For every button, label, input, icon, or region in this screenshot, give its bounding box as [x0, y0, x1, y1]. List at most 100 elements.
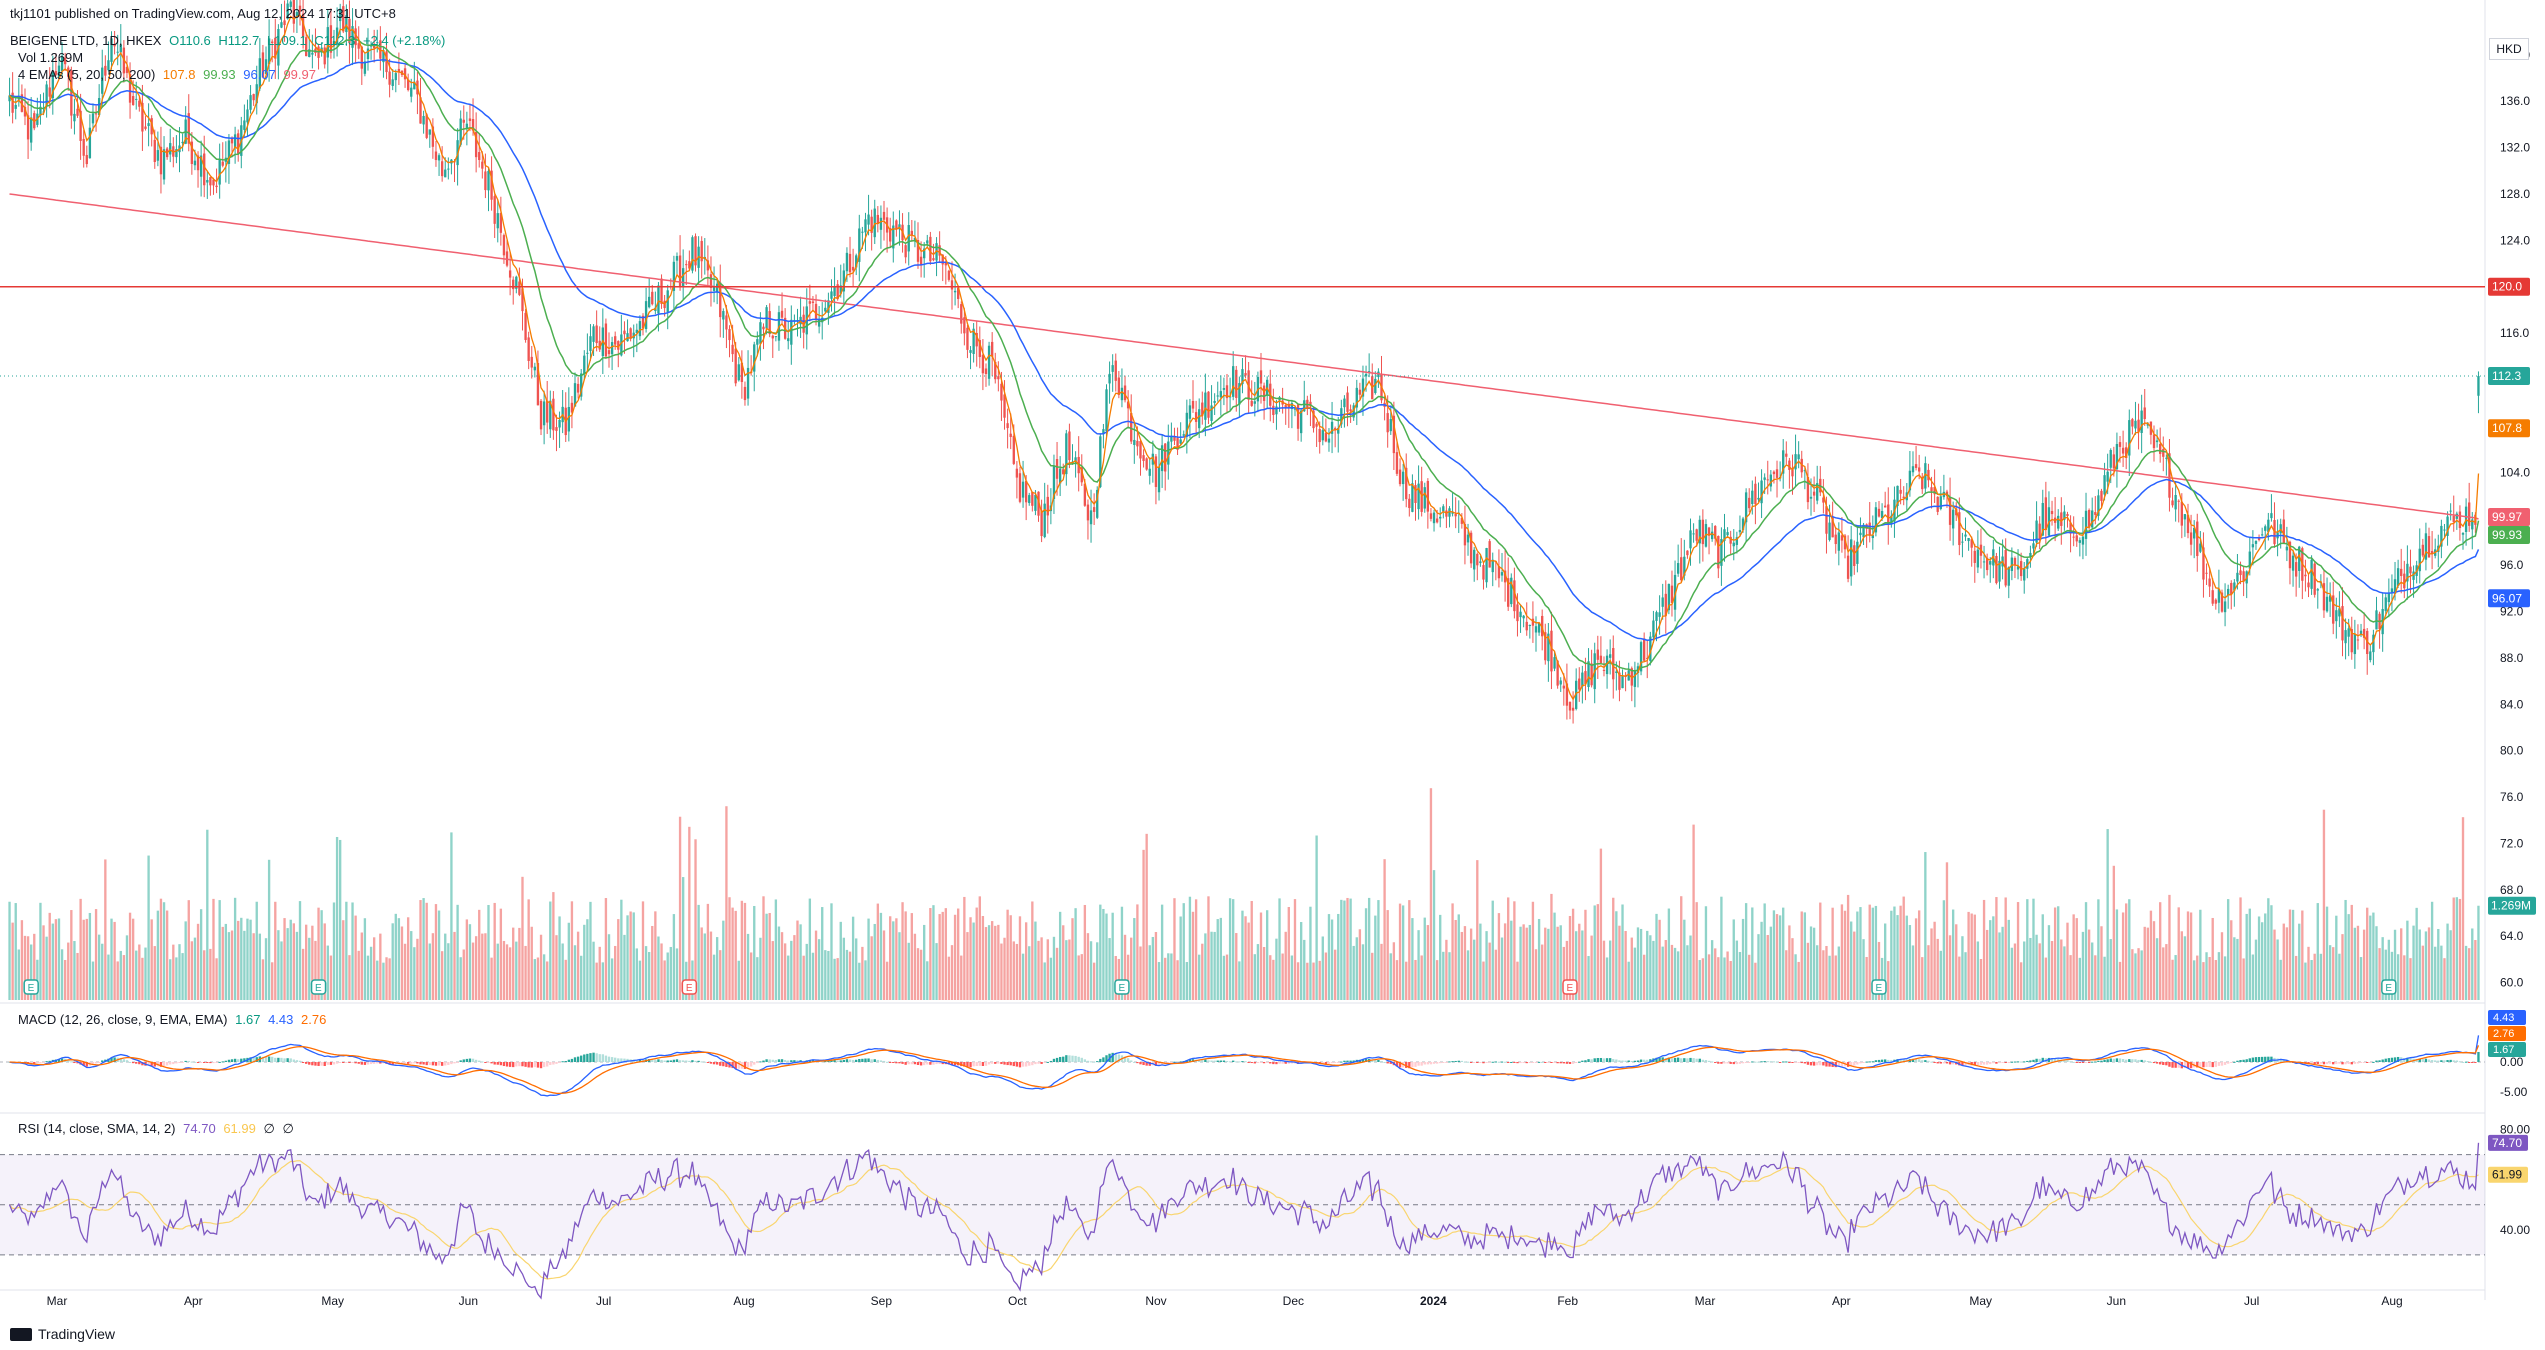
candle-body: [1646, 657, 1649, 659]
macd-histogram-bar: [1778, 1062, 1782, 1063]
volume-bar: [567, 922, 571, 1000]
volume-bar: [1757, 934, 1760, 1000]
volume-bar: [746, 933, 750, 1000]
volume-bar: [478, 909, 481, 1000]
volume-bar: [2199, 909, 2202, 1000]
volume-bar: [1160, 904, 1164, 1000]
macd-histogram-bar: [1850, 1062, 1853, 1066]
candle-body: [2409, 566, 2412, 574]
volume-bar: [2047, 925, 2051, 1000]
candle-body: [1627, 670, 1630, 681]
candle-body: [1571, 707, 1575, 711]
macd-histogram-bar: [2084, 1062, 2088, 1063]
macd-histogram-bar: [842, 1059, 846, 1062]
macd-histogram-bar: [1463, 1061, 1467, 1063]
macd-histogram-bar: [2155, 1062, 2159, 1064]
price-tick-label: 124.0: [2500, 233, 2530, 247]
candle-body: [1584, 671, 1587, 685]
macd-histogram-bar: [60, 1058, 64, 1062]
macd-histogram-bar: [765, 1059, 768, 1062]
macd-histogram-bar: [2236, 1060, 2239, 1062]
macd-histogram-bar: [1837, 1062, 1840, 1067]
volume-bar: [468, 924, 472, 1000]
macd-histogram-bar: [1117, 1054, 1121, 1062]
macd-histogram-bar: [1822, 1062, 1825, 1066]
macd-histogram-bar: [1748, 1062, 1751, 1063]
macd-histogram-bar: [2415, 1058, 2418, 1062]
candle-body: [14, 104, 17, 109]
macd-histogram-bar: [1034, 1062, 1037, 1065]
candle-body: [48, 87, 51, 97]
macd-histogram-bar: [1507, 1062, 1510, 1063]
candle-body: [289, 1, 292, 7]
candle-body: [394, 73, 397, 81]
macd-histogram-bar: [709, 1062, 713, 1064]
volume-bar: [2091, 942, 2094, 1000]
volume-bar: [230, 930, 234, 1000]
candle-body: [1222, 388, 1226, 390]
volume-bar: [1831, 907, 1834, 1000]
volume-bar: [2038, 943, 2041, 1000]
volume-bar: [756, 957, 759, 1000]
candle-body: [2254, 540, 2258, 544]
macd-histogram-bar: [1139, 1062, 1142, 1065]
rsi-value-label-bg: [2488, 1134, 2528, 1151]
candle-body: [351, 26, 354, 48]
volume-bar: [1191, 911, 1195, 1000]
volume-bar: [1908, 925, 1912, 1000]
volume-bar: [950, 945, 954, 1000]
candle-body: [1374, 378, 1377, 394]
candle-body: [1154, 456, 1158, 487]
volume-bar: [1809, 926, 1813, 1000]
volume-bar: [314, 940, 317, 1000]
currency-button[interactable]: HKD: [2489, 38, 2529, 60]
candle-body: [1411, 483, 1414, 512]
macd-histogram-bar: [1856, 1062, 1859, 1065]
volume-bar: [391, 923, 394, 1000]
candle-body: [1358, 389, 1362, 395]
candle-body: [490, 170, 493, 200]
macd-histogram-bar: [2316, 1062, 2319, 1065]
volume-bar: [2273, 929, 2276, 1000]
time-tick-label: Jun: [459, 1294, 478, 1308]
candle-body: [907, 225, 910, 252]
volume-bar: [1244, 916, 1247, 1000]
macd-histogram-bar: [1816, 1062, 1819, 1066]
candle-body: [2291, 555, 2295, 571]
volume-bar: [1253, 954, 1256, 1000]
candle-body: [1389, 419, 1392, 432]
volume-bar: [42, 925, 45, 1000]
volume-bar: [960, 955, 963, 1000]
candle-body: [2242, 571, 2245, 582]
macd-histogram-bar: [1055, 1057, 1059, 1062]
candle-body: [768, 311, 771, 335]
volume-bar: [978, 896, 981, 1000]
candle-body: [1655, 612, 1658, 621]
volume-bar: [1429, 788, 1433, 1000]
volume-bar: [2041, 914, 2044, 1000]
ema50-value: 96.07: [243, 67, 276, 82]
macd-histogram-bar: [592, 1052, 595, 1062]
rsi-tick-label: 80.00: [2500, 1123, 2530, 1137]
candle-body: [1754, 483, 1757, 505]
candle-body: [1417, 483, 1420, 510]
candle-body: [1874, 507, 1878, 533]
macd-histogram-bar: [1646, 1059, 1649, 1062]
time-tick-label: Jul: [2244, 1294, 2259, 1308]
macd-histogram-bar: [1383, 1061, 1386, 1063]
volume-bar: [280, 941, 283, 1000]
candle-body: [1346, 392, 1349, 412]
macd-histogram-bar: [2458, 1061, 2462, 1063]
candle-body: [249, 95, 252, 110]
macd-histogram-bar: [30, 1062, 33, 1064]
volume-bar: [456, 904, 459, 1000]
volume-bar: [1290, 955, 1294, 1000]
candle-body: [1145, 458, 1148, 470]
candle-body: [1772, 471, 1776, 475]
candle-body: [199, 155, 203, 177]
volume-bar: [1726, 951, 1729, 1000]
candle-body: [833, 286, 836, 296]
volume-bar: [586, 919, 589, 1000]
volume-bar: [1599, 848, 1603, 1000]
